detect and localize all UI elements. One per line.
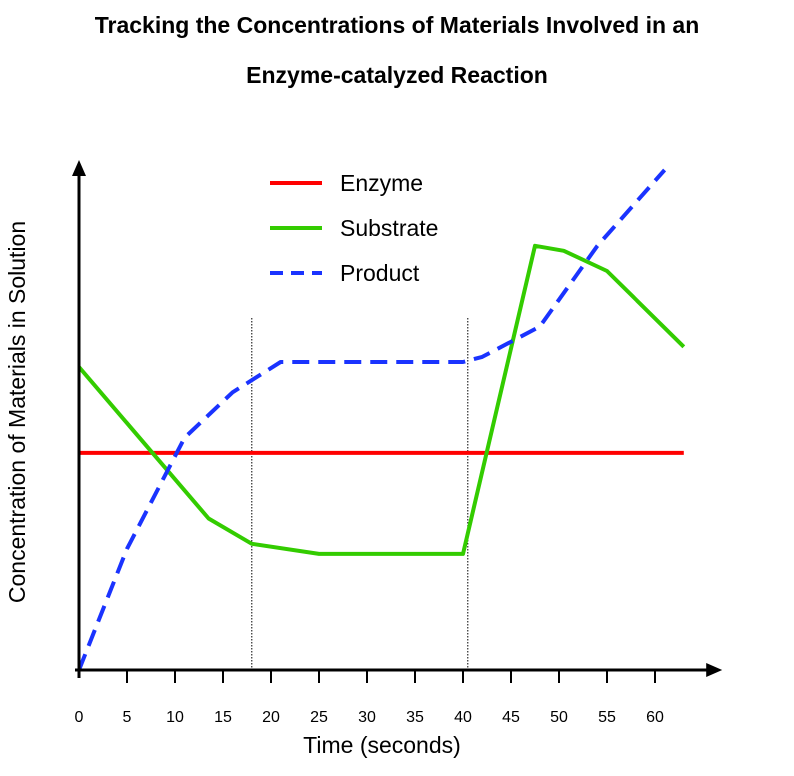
x-tick-label: 0 <box>75 709 84 726</box>
x-tick-label: 10 <box>166 709 184 726</box>
y-axis-title: Concentration of Materials in Solution <box>4 221 30 603</box>
series-line-substrate <box>77 243 686 556</box>
x-tick-label: 40 <box>454 709 472 726</box>
legend-label-enzyme: Enzyme <box>340 170 423 196</box>
legend-label-substrate: Substrate <box>340 215 438 241</box>
x-tick-label: 50 <box>550 709 568 726</box>
x-tick-label: 35 <box>406 709 424 726</box>
y-axis-arrow <box>72 160 86 176</box>
x-tick-label: 5 <box>123 709 132 726</box>
x-tick-label: 25 <box>310 709 328 726</box>
series-lines <box>77 168 686 671</box>
series-line-product <box>77 168 667 671</box>
x-tick-label: 45 <box>502 709 520 726</box>
x-ticks: 0 5 10 15 20 25 30 35 40 45 50 55 60 <box>75 670 664 726</box>
vertical-markers <box>251 318 469 670</box>
x-tick-label: 55 <box>598 709 616 726</box>
x-tick-label: 60 <box>646 709 664 726</box>
chart-title-line-1: Tracking the Concentrations of Materials… <box>94 12 700 38</box>
x-tick-label: 15 <box>214 709 232 726</box>
legend-label-product: Product <box>340 260 420 286</box>
legend: Enzyme Substrate Product <box>270 170 438 286</box>
x-tick-label: 20 <box>262 709 280 726</box>
axes <box>72 160 723 678</box>
chart-title-line-2: Enzyme-catalyzed Reaction <box>246 62 548 88</box>
x-axis-arrow <box>706 663 723 677</box>
x-axis-title: Time (seconds) <box>303 732 461 758</box>
x-tick-label: 30 <box>358 709 376 726</box>
